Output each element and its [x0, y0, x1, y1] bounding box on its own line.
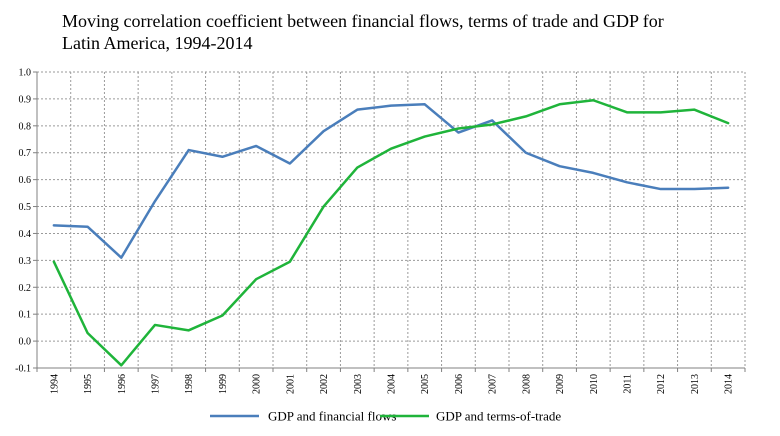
chart-axes	[33, 71, 746, 372]
y-tick-label: 0.1	[19, 310, 32, 321]
y-tick-label: 0.7	[19, 148, 32, 159]
y-axis-tick-labels: 1.0 0.9 0.8 0.7 0.6 0.5 0.4 0.3 0.2 0.1 0.0 -0.1	[15, 68, 31, 375]
y-tick-label: 0.2	[19, 283, 32, 294]
y-tick-label: 0.9	[19, 94, 32, 105]
x-tick-label: 2000	[252, 374, 263, 394]
x-tick-label: 2013	[690, 374, 701, 394]
x-tick-label: 2005	[420, 374, 431, 394]
x-axis-tick-labels: 1994 1995 1996 1997 1998 1999 2000 2001 2002 2003…	[49, 374, 734, 394]
y-tick-label: 0.3	[19, 256, 32, 267]
x-tick-label: 1999	[218, 374, 229, 394]
x-tick-label: 2012	[656, 374, 667, 394]
chart-title-line-1: Moving correlation coefficient between f…	[62, 11, 664, 31]
x-tick-label: 2010	[589, 374, 600, 394]
legend-label-1: GDP and terms-of-trade	[436, 409, 561, 424]
y-tick-label: 0.0	[19, 337, 32, 348]
x-tick-label: 2009	[555, 374, 566, 394]
series-line-1	[52, 99, 730, 367]
x-tick-label: 2007	[488, 374, 499, 394]
y-tick-label: 0.5	[19, 202, 32, 213]
x-tick-label: 1997	[151, 374, 162, 394]
y-tick-label: -0.1	[15, 364, 31, 375]
chart-legend: GDP and financial flows GDP and terms-of-…	[210, 409, 561, 424]
x-tick-label: 1996	[117, 374, 128, 394]
x-tick-label: 2011	[623, 374, 634, 394]
x-tick-label: 1998	[184, 374, 195, 394]
x-tick-label: 2008	[521, 374, 532, 394]
chart-grid	[37, 71, 746, 369]
x-tick-label: 2002	[319, 374, 330, 394]
chart-title-line-2: Latin America, 1994-2014	[62, 33, 253, 53]
x-tick-label: 1994	[49, 374, 60, 394]
x-tick-label: 1995	[83, 374, 94, 394]
y-tick-label: 1.0	[19, 68, 32, 79]
series-line-0	[52, 103, 730, 259]
x-tick-label: 2004	[387, 374, 398, 394]
chart-series	[52, 99, 730, 367]
x-tick-label: 2006	[454, 374, 465, 394]
y-tick-label: 0.6	[19, 175, 32, 186]
y-tick-label: 0.4	[19, 229, 32, 240]
legend-label-0: GDP and financial flows	[268, 409, 396, 424]
y-tick-label: 0.8	[19, 121, 32, 132]
x-tick-label: 2014	[724, 374, 735, 394]
x-tick-label: 2003	[353, 374, 364, 394]
chart-title: Moving correlation coefficient between f…	[62, 10, 762, 54]
x-tick-label: 2001	[285, 374, 296, 394]
